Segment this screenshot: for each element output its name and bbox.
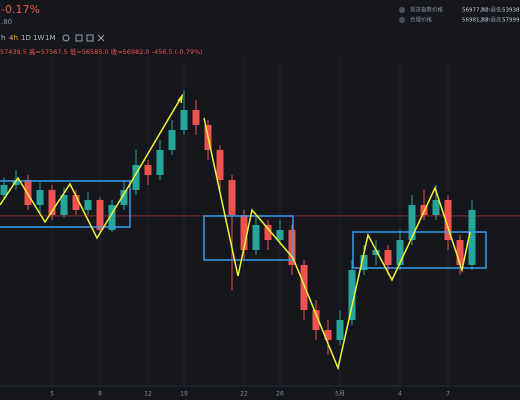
x-tick-label: 5月 [335,391,345,398]
candle-body [180,110,188,130]
candle-body [288,230,296,265]
zigzag [203,117,471,371]
x-tick-label: 26 [276,391,284,398]
ohlc: 57439.5 高=57567.5 低=56585.0 收=56982.0 -4… [0,47,203,56]
interval: 1M [45,34,56,42]
annotations [0,93,487,371]
candle-body [48,190,56,215]
interval: h [1,34,5,42]
candle-body [444,200,452,240]
candle-body [216,150,224,180]
change: -0.17% [1,3,40,16]
candle-body [84,200,92,210]
candle-body [432,200,440,215]
candle-body [132,165,140,190]
candle-body [168,130,176,150]
candle-body [300,265,308,310]
info-icon [399,17,405,23]
candle-body [72,195,80,210]
candle-body [240,215,248,250]
info-value: 56977.82 [462,8,488,14]
x-tick-label: 4 [398,391,402,398]
interval: 1D [21,34,31,42]
intervals: h 4h 1D 1W 1M [1,34,56,42]
info-value: 53938. [502,8,520,14]
candle-body [276,230,284,240]
candle-body [60,195,68,215]
candle-body [372,250,380,255]
x-tick-label: 12 [144,391,152,398]
x-tick-label: 7 [446,391,450,398]
candle-body [396,240,404,265]
candle-body [12,180,20,185]
candle-body [228,180,236,215]
candle-body [348,270,356,320]
box [203,215,294,261]
candle-body [456,240,464,265]
candle-body [252,225,260,250]
box [0,180,131,228]
interval: 1W [33,34,44,42]
candle-body [120,190,128,205]
candle-body [96,200,104,230]
candle-body [384,250,392,265]
candle-body [360,255,368,270]
info-label: 现货指数价格 [410,6,444,14]
x-tick-label: 5 [50,391,54,398]
info-value: 57999. [502,18,520,24]
candle-body [24,180,32,205]
sub: .80 [1,18,12,26]
zigzag [0,95,183,240]
info-label: 24h最低 [480,6,502,14]
info-label: 24h最高 [480,16,502,24]
x-tick-label: 22 [240,391,248,398]
x-tick-label: 8 [98,391,102,398]
candle-body [264,225,272,240]
info-label: 合理价格 [410,16,433,24]
x-tick-label: 19 [180,391,188,398]
candle-body [408,205,416,240]
candle-body [0,185,8,195]
candle-body [36,190,44,205]
arrowhead [177,93,184,104]
candle-body [144,165,152,175]
candle-body [324,330,332,340]
box [352,231,487,269]
candle-body [156,150,164,175]
info-value: 56981.83 [462,18,489,24]
candle-body [468,210,476,265]
tools [62,34,105,42]
interval: 4h [9,34,18,42]
candle-body [192,110,200,125]
candle-body [312,310,320,330]
info-icon [399,7,405,13]
candle-body [108,205,116,230]
candle-body [336,320,344,340]
